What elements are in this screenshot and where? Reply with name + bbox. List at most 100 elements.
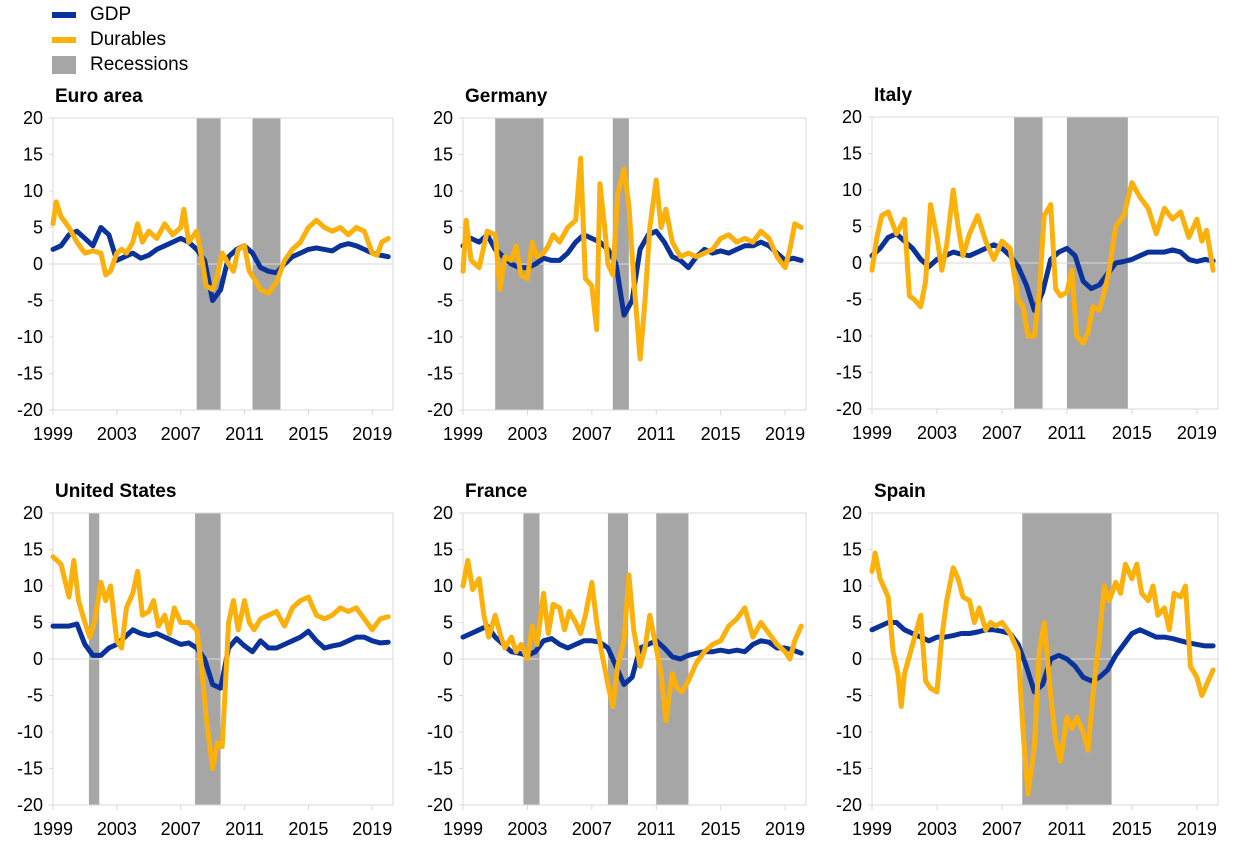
x-tick-label: 2011 xyxy=(1048,819,1087,839)
legend-swatch-recessions xyxy=(52,55,76,74)
x-tick-label: 2019 xyxy=(1177,819,1217,839)
y-tick-label: 20 xyxy=(23,108,43,128)
y-tick-label: 5 xyxy=(443,613,453,633)
y-tick-label: -20 xyxy=(427,795,453,815)
y-tick-label: 15 xyxy=(842,540,862,560)
chart-title: Euro area xyxy=(55,86,143,107)
x-tick-label: 2007 xyxy=(572,424,612,444)
chart-title: Spain xyxy=(874,481,926,502)
y-tick-label: 0 xyxy=(443,649,453,669)
x-tick-label: 2015 xyxy=(701,424,741,444)
y-tick-label: 15 xyxy=(842,144,862,164)
chart-panel-5: Spain 2015 10 5 0 -5 -10 -15 -20 1999 2003 2007 2011… xyxy=(836,481,1219,839)
y-tick-label: 0 xyxy=(33,649,43,669)
y-tick-label: 10 xyxy=(23,576,43,596)
y-tick-label: -15 xyxy=(427,759,453,779)
y-tick-label: -20 xyxy=(836,795,862,815)
x-tick-label: 2011 xyxy=(225,424,264,444)
x-tick-label: 2011 xyxy=(637,424,676,444)
x-tick-label: 2011 xyxy=(637,819,676,839)
series-line-gdp xyxy=(869,620,1216,695)
y-tick-label: -15 xyxy=(427,364,453,384)
y-tick-label: -15 xyxy=(836,363,862,383)
series-line-durables xyxy=(50,199,391,296)
y-tick-label: 10 xyxy=(23,181,43,201)
series-line-gdp xyxy=(50,621,391,691)
x-tick-label: 2007 xyxy=(161,424,201,444)
y-tick-label: -10 xyxy=(17,327,43,347)
y-tick-label: 10 xyxy=(842,180,862,200)
y-tick-label: 5 xyxy=(33,218,43,238)
y-tick-label: -15 xyxy=(836,759,862,779)
y-tick-label: 0 xyxy=(852,649,862,669)
y-tick-label: -20 xyxy=(427,400,453,420)
y-tick-label: -5 xyxy=(27,291,43,311)
legend: GDP Durables Recessions xyxy=(52,2,188,77)
legend-item-recessions: Recessions xyxy=(52,52,188,77)
x-tick-label: 2003 xyxy=(917,423,957,443)
legend-swatch-durables xyxy=(52,36,76,43)
series-line-durables xyxy=(460,155,804,362)
y-tick-label: -10 xyxy=(427,327,453,347)
y-tick-label: 5 xyxy=(852,217,862,237)
series-line-durables xyxy=(50,554,391,771)
legend-label-durables: Durables xyxy=(90,28,167,50)
y-tick-label: -5 xyxy=(846,290,862,310)
x-tick-label: 1999 xyxy=(443,424,483,444)
x-tick-label: 1999 xyxy=(33,424,73,444)
x-tick-label: 2007 xyxy=(982,819,1022,839)
x-tick-label: 2019 xyxy=(765,819,805,839)
y-tick-label: 5 xyxy=(443,218,453,238)
x-tick-label: 2015 xyxy=(1112,819,1152,839)
y-tick-label: -20 xyxy=(17,400,43,420)
legend-label-gdp: GDP xyxy=(90,3,132,25)
x-tick-label: 2003 xyxy=(97,424,137,444)
x-tick-label: 2003 xyxy=(507,819,547,839)
x-tick-label: 2007 xyxy=(982,423,1022,443)
series-line-gdp xyxy=(50,225,391,303)
y-tick-label: 0 xyxy=(33,254,43,274)
y-tick-label: -20 xyxy=(836,399,862,419)
y-tick-label: 5 xyxy=(852,613,862,633)
x-tick-label: 2015 xyxy=(288,424,328,444)
x-tick-label: 2011 xyxy=(1048,423,1087,443)
series-line-gdp xyxy=(460,623,804,687)
x-tick-label: 1999 xyxy=(852,819,892,839)
chart-title: United States xyxy=(55,481,176,502)
x-tick-label: 2003 xyxy=(917,819,957,839)
y-tick-label: -5 xyxy=(27,686,43,706)
chart-title: France xyxy=(465,481,527,502)
y-tick-label: 20 xyxy=(842,107,862,127)
y-tick-label: -5 xyxy=(437,291,453,311)
y-tick-label: -10 xyxy=(836,326,862,346)
y-tick-label: 0 xyxy=(852,253,862,273)
y-tick-label: 10 xyxy=(433,181,453,201)
y-tick-label: -10 xyxy=(427,722,453,742)
chart-panel-2: Italy 20 15 10 5 0 -5 -10 -15 -20 1999 2003 2007 2011… xyxy=(836,85,1219,443)
y-tick-label: -5 xyxy=(437,686,453,706)
x-tick-label: 1999 xyxy=(852,423,892,443)
x-tick-label: 1999 xyxy=(33,819,73,839)
y-tick-label: -20 xyxy=(17,795,43,815)
x-tick-label: 2003 xyxy=(97,819,137,839)
y-tick-label: 20 xyxy=(433,108,453,128)
y-tick-label: -10 xyxy=(836,722,862,742)
x-tick-label: 2019 xyxy=(352,819,392,839)
chart-title: Germany xyxy=(465,86,548,107)
chart-title: Italy xyxy=(874,85,912,106)
x-tick-label: 2019 xyxy=(352,424,392,444)
x-tick-label: 2019 xyxy=(1177,423,1217,443)
x-tick-label: 2003 xyxy=(507,424,547,444)
y-tick-label: 10 xyxy=(842,576,862,596)
y-tick-label: 15 xyxy=(23,145,43,165)
y-tick-label: 20 xyxy=(23,503,43,523)
y-tick-label: -5 xyxy=(846,686,862,706)
legend-label-recessions: Recessions xyxy=(90,53,189,75)
series-line-durables xyxy=(869,180,1216,346)
y-tick-label: 15 xyxy=(433,540,453,560)
y-tick-label: 20 xyxy=(433,503,453,523)
